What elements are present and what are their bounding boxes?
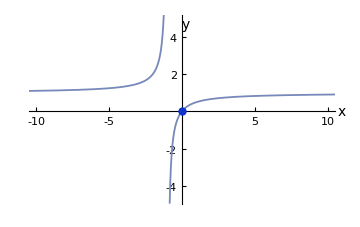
Text: x: x bbox=[338, 105, 346, 119]
Text: y: y bbox=[182, 18, 190, 32]
